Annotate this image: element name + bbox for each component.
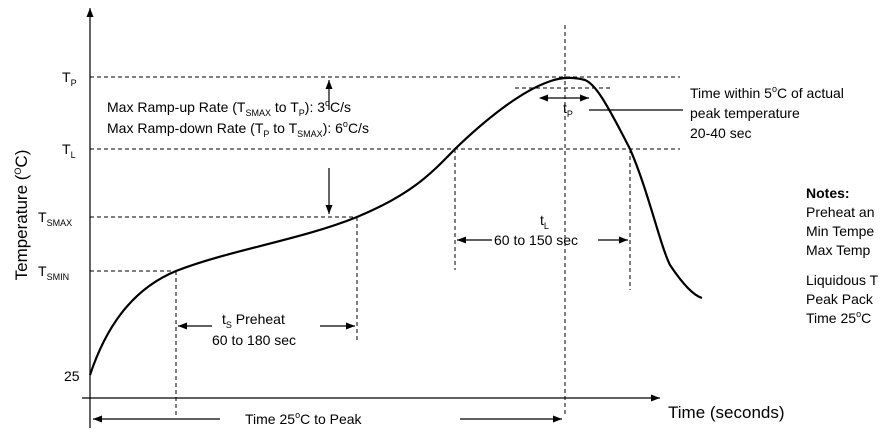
notes-line-1: Preheat an bbox=[806, 204, 875, 220]
preheat-label: tS Preheat bbox=[222, 311, 285, 330]
reflow-curve bbox=[88, 76, 703, 376]
x-axis-label: Time (seconds) bbox=[668, 403, 785, 422]
tick-label-tl: TL bbox=[62, 141, 76, 160]
ramp-down-rate-text: Max Ramp-down Rate (TP to TSMAX): 6oC/s bbox=[107, 119, 369, 139]
tick-label-tsmax: TSMAX bbox=[38, 209, 72, 228]
ramp-up-rate-text: Max Ramp-up Rate (TSMAX to TP): 3oC/s bbox=[107, 98, 351, 118]
notes-line-5: Peak Pack bbox=[806, 291, 874, 307]
tp-label: tP bbox=[563, 100, 573, 119]
notes-line-2: Min Tempe bbox=[806, 223, 874, 239]
time-to-peak-label: Time 25oC to Peak bbox=[245, 410, 363, 427]
time-within-peak-text-line2: peak temperature bbox=[690, 105, 800, 121]
tl-range: 60 to 150 sec bbox=[494, 232, 578, 248]
notes-line-4: Liquidous T bbox=[806, 272, 879, 288]
tick-label-tsmin: TSMIN bbox=[38, 263, 69, 282]
tick-label-25: 25 bbox=[64, 368, 80, 384]
tick-label-tp: TP bbox=[62, 69, 77, 88]
time-within-peak-text: Time within 5oC of actual bbox=[690, 84, 844, 101]
time-within-peak-text-line3: 20-40 sec bbox=[690, 125, 751, 141]
notes-line-3: Max Temp bbox=[806, 242, 871, 258]
preheat-range: 60 to 180 sec bbox=[212, 332, 296, 348]
notes-line-6: Time 25oC bbox=[806, 309, 871, 326]
y-axis-label: Temperature (OC) bbox=[12, 150, 31, 281]
notes-title: Notes: bbox=[806, 185, 850, 201]
tl-label: tL bbox=[540, 212, 549, 231]
